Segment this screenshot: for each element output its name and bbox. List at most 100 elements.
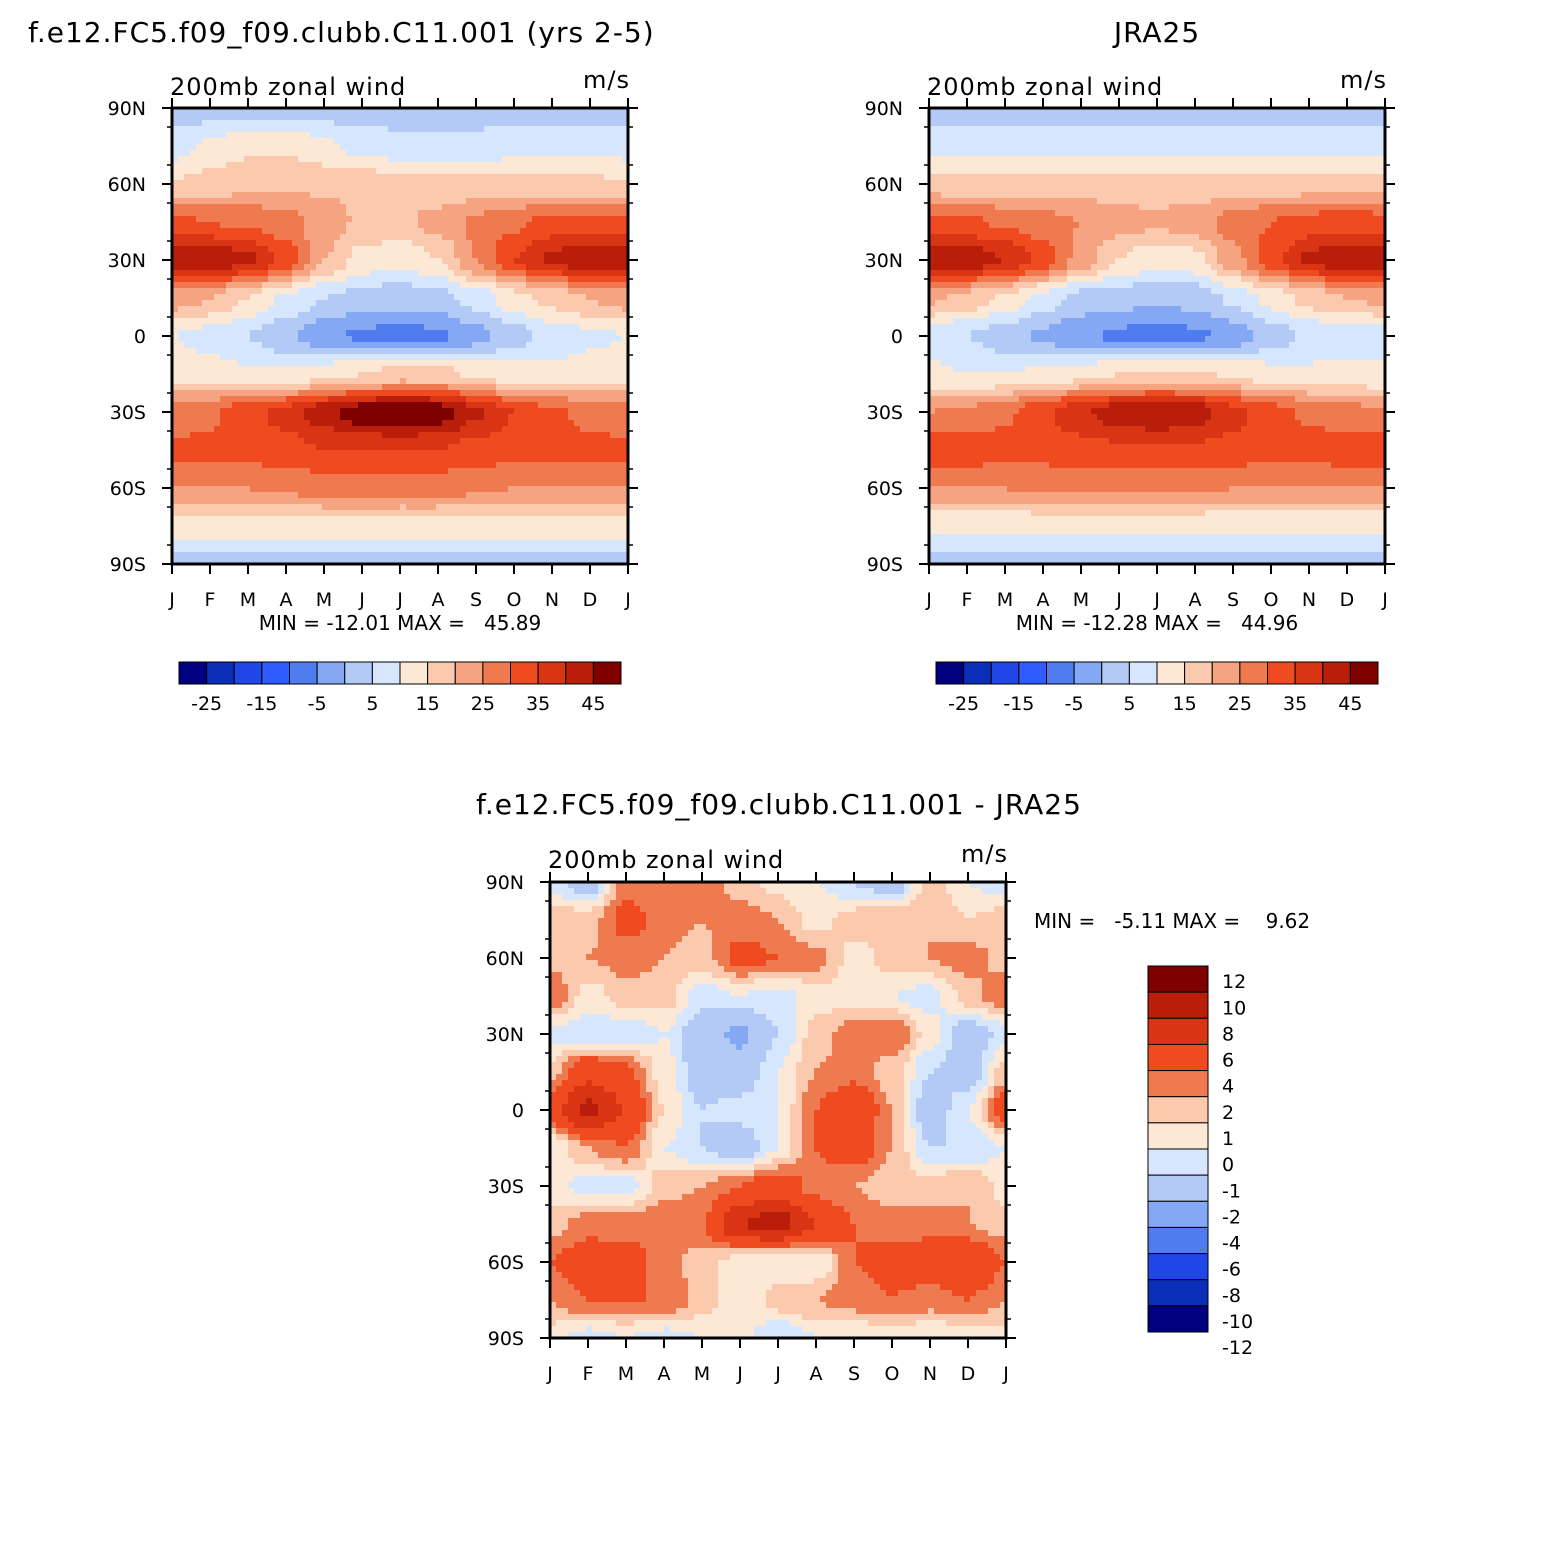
contour-cell: [526, 342, 533, 349]
contour-cell: [178, 426, 185, 433]
contour-cell: [370, 390, 377, 397]
contour-cell: [322, 396, 329, 403]
contour-cell: [472, 162, 479, 169]
contour-cell: [184, 174, 191, 181]
contour-cell: [376, 192, 383, 199]
contour-cell: [430, 492, 437, 499]
contour-cell: [616, 330, 623, 337]
contour-cell: [328, 210, 335, 217]
contour-cell: [244, 402, 251, 409]
contour-cell: [304, 390, 311, 397]
contour-cell: [220, 114, 227, 121]
contour-cell: [184, 378, 191, 385]
contour-cell: [238, 204, 245, 211]
contour-cell: [472, 420, 479, 427]
contour-cell: [280, 138, 287, 145]
contour-cell: [508, 126, 515, 133]
contour-cell: [172, 162, 179, 169]
contour-cell: [490, 456, 497, 463]
contour-cell: [610, 306, 617, 313]
contour-cell: [202, 252, 209, 259]
contour-cell: [292, 186, 299, 193]
contour-cell: [220, 108, 227, 115]
contour-cell: [172, 426, 179, 433]
contour-cell: [490, 126, 497, 133]
contour-cell: [376, 474, 383, 481]
contour-cell: [382, 456, 389, 463]
contour-cell: [292, 468, 299, 475]
contour-cell: [274, 330, 281, 337]
contour-cell: [442, 318, 449, 325]
contour-cell: [340, 288, 347, 295]
contour-cell: [286, 438, 293, 445]
contour-cell: [364, 186, 371, 193]
contour-cell: [616, 180, 623, 187]
contour-cell: [274, 396, 281, 403]
contour-cell: [208, 192, 215, 199]
contour-cell: [406, 156, 413, 163]
contour-cell: [256, 162, 263, 169]
contour-cell: [178, 252, 185, 259]
contour-cell: [526, 468, 533, 475]
contour-cell: [412, 492, 419, 499]
contour-cell: [406, 312, 413, 319]
contour-cell: [334, 258, 341, 265]
contour-cell: [466, 384, 473, 391]
contour-cell: [448, 120, 455, 127]
contour-cell: [244, 276, 251, 283]
contour-cell: [436, 204, 443, 211]
contour-cell: [322, 204, 329, 211]
contour-cell: [190, 174, 197, 181]
contour-cell: [514, 468, 521, 475]
contour-cell: [358, 114, 365, 121]
contour-cell: [556, 192, 563, 199]
contour-cell: [364, 396, 371, 403]
contour-cell: [532, 420, 539, 427]
contour-cell: [244, 462, 251, 469]
contour-cell: [370, 372, 377, 379]
contour-cell: [406, 342, 413, 349]
contour-cell: [346, 438, 353, 445]
contour-cell: [604, 282, 611, 289]
contour-cell: [574, 432, 581, 439]
contour-cell: [340, 450, 347, 457]
contour-cell: [172, 246, 179, 253]
contour-cell: [328, 462, 335, 469]
contour-cell: [196, 330, 203, 337]
contour-cell: [472, 198, 479, 205]
contour-cell: [586, 420, 593, 427]
contour-cell: [532, 258, 539, 265]
contour-cell: [502, 420, 509, 427]
contour-cell: [376, 138, 383, 145]
contour-cell: [460, 468, 467, 475]
contour-cell: [478, 372, 485, 379]
contour-cell: [586, 288, 593, 295]
contour-cell: [202, 462, 209, 469]
contour-cell: [412, 222, 419, 229]
contour-cell: [478, 282, 485, 289]
contour-cell: [448, 264, 455, 271]
contour-cell: [406, 462, 413, 469]
contour-cell: [286, 186, 293, 193]
contour-cell: [352, 222, 359, 229]
contour-cell: [196, 432, 203, 439]
contour-cell: [424, 390, 431, 397]
contour-cell: [616, 288, 623, 295]
contour-cell: [190, 324, 197, 331]
contour-cell: [238, 126, 245, 133]
contour-cell: [466, 426, 473, 433]
contour-cell: [538, 204, 545, 211]
contour-cell: [184, 126, 191, 133]
contour-cell: [604, 138, 611, 145]
contour-cell: [610, 276, 617, 283]
contour-cell: [304, 318, 311, 325]
contour-cell: [262, 180, 269, 187]
contour-cell: [226, 276, 233, 283]
contour-cell: [496, 384, 503, 391]
contour-cell: [196, 372, 203, 379]
contour-cell: [310, 366, 317, 373]
contour-cell: [190, 180, 197, 187]
contour-cell: [580, 300, 587, 307]
contour-cell: [526, 144, 533, 151]
contour-cell: [328, 336, 335, 343]
